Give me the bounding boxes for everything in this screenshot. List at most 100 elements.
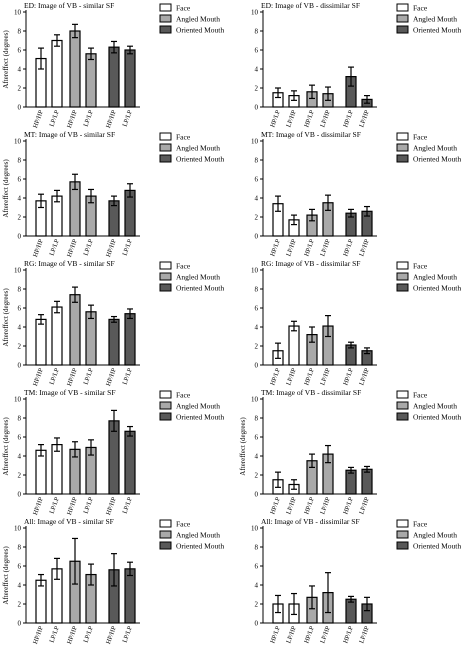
y-tick-label: 2 — [255, 472, 259, 480]
legend-label: Oriented Mouth — [176, 284, 224, 293]
x-tick-label: HP/LP — [269, 238, 282, 257]
legend-swatch — [396, 401, 409, 410]
legend-swatch — [396, 283, 409, 292]
x-tick-label: HP/HP — [66, 238, 79, 258]
y-tick-label: 6 — [18, 434, 22, 442]
x-tick-label: LP/HP — [285, 238, 298, 257]
y-axis-label: Aftereffect (degrees) — [239, 417, 247, 476]
chart-panel-8: TM: Image of VB - dissimilar SF Aftereffe… — [239, 388, 461, 515]
x-tick-label: HP/LP — [269, 109, 282, 128]
chart-title: MT: Image of VB - similar SF — [24, 130, 115, 139]
legend-swatch — [159, 541, 172, 550]
y-tick-label: 0 — [18, 104, 22, 112]
bar — [35, 318, 47, 366]
legend-swatch — [159, 132, 172, 141]
x-tick-label: HP/LP — [303, 367, 316, 386]
chart-title: TM: Image of VB - similar SF — [24, 388, 116, 397]
y-tick-label: 8 — [18, 157, 22, 165]
legend-label: Oriented Mouth — [176, 26, 224, 35]
y-tick-label: 0 — [255, 104, 259, 112]
x-tick-label: LP/HP — [358, 238, 371, 257]
legend-swatch — [396, 519, 409, 528]
chart-panel-1: ED: Image of VB - similar SF Aftereffect … — [2, 1, 224, 129]
chart-title: ED: Image of VB - dissimilar SF — [261, 1, 360, 10]
legend-swatch — [159, 143, 172, 152]
chart-panel-3: MT: Image of VB - similar SF Aftereffect … — [2, 130, 224, 258]
y-tick-label: 10 — [251, 138, 259, 146]
x-tick-label: HP/HP — [32, 496, 45, 516]
bar — [51, 306, 63, 366]
x-tick-label: HP/LP — [303, 625, 316, 644]
x-tick-label: HP/LP — [342, 496, 355, 515]
chart-title: All: Image of VB - similar SF — [24, 517, 114, 526]
legend-swatch — [159, 530, 172, 539]
legend-label: Face — [176, 391, 191, 400]
x-tick-label: HP/HP — [66, 109, 79, 129]
chart-panel-6: RG: Image of VB - dissimilar SF 0 2 4 6 8 10 HP… — [251, 259, 461, 386]
y-tick-label: 4 — [18, 195, 22, 203]
legend-label: Angled Mouth — [176, 15, 220, 24]
legend-swatch — [159, 283, 172, 292]
legend-swatch — [159, 401, 172, 410]
legend-label: Face — [413, 4, 428, 13]
x-tick-label: HP/HP — [66, 496, 79, 516]
y-tick-label: 8 — [18, 415, 22, 423]
x-tick-label: LP/HP — [319, 496, 332, 515]
legend-swatch — [159, 3, 172, 12]
y-tick-label: 2 — [18, 472, 22, 480]
x-tick-label: LP/HP — [319, 625, 332, 644]
y-tick-label: 6 — [18, 176, 22, 184]
legend-swatch — [159, 272, 172, 281]
legend-swatch — [396, 530, 409, 539]
bar — [51, 39, 63, 108]
y-tick-label: 4 — [18, 453, 22, 461]
y-tick-label: 6 — [255, 47, 259, 55]
y-axis-label: Aftereffect (degrees) — [2, 30, 10, 89]
chart-title: RG: Image of VB - dissimilar SF — [261, 259, 360, 268]
y-tick-label: 4 — [255, 66, 259, 74]
chart-panel-7: TM: Image of VB - similar SF Aftereffect … — [2, 388, 224, 516]
legend-swatch — [159, 390, 172, 399]
legend-swatch — [396, 261, 409, 270]
y-tick-label: 8 — [255, 157, 259, 165]
y-tick-label: 4 — [255, 582, 259, 590]
x-tick-label: HP/LP — [342, 109, 355, 128]
bar — [85, 311, 97, 366]
legend-label: Angled Mouth — [176, 402, 220, 411]
x-tick-label: HP/LP — [303, 496, 316, 515]
y-tick-label: 6 — [255, 176, 259, 184]
x-tick-label: HP/HP — [32, 367, 45, 387]
bar — [124, 430, 136, 495]
x-tick-label: LP/HP — [285, 367, 298, 386]
chart-title: ED: Image of VB - similar SF — [24, 1, 114, 10]
y-tick-label: 4 — [255, 324, 259, 332]
x-tick-label: HP/HP — [32, 109, 45, 129]
y-tick-label: 4 — [255, 195, 259, 203]
y-axis-label: Aftereffect (degrees) — [2, 546, 10, 605]
y-tick-label: 2 — [255, 85, 259, 93]
legend-swatch — [159, 261, 172, 270]
x-tick-label: HP/HP — [66, 625, 79, 645]
legend-label: Angled Mouth — [413, 402, 457, 411]
y-tick-label: 2 — [255, 601, 259, 609]
chart-title: TM: Image of VB - dissimilar SF — [261, 388, 361, 397]
legend-label: Oriented Mouth — [413, 284, 461, 293]
x-tick-label: LP/HP — [319, 238, 332, 257]
legend-label: Face — [413, 262, 428, 271]
legend-label: Angled Mouth — [176, 273, 220, 282]
x-tick-label: HP/HP — [105, 496, 118, 516]
bar — [124, 313, 136, 366]
y-tick-label: 6 — [18, 305, 22, 313]
y-tick-label: 6 — [18, 47, 22, 55]
x-tick-label: LP/HP — [319, 367, 332, 386]
x-tick-label: LP/HP — [358, 367, 371, 386]
legend-label: Face — [176, 262, 191, 271]
legend-label: Angled Mouth — [413, 144, 457, 153]
x-tick-label: LP/HP — [285, 625, 298, 644]
bar — [69, 30, 81, 108]
legend-label: Angled Mouth — [413, 273, 457, 282]
x-tick-label: HP/LP — [303, 109, 316, 128]
y-tick-label: 10 — [14, 267, 22, 275]
y-tick-label: 8 — [18, 544, 22, 552]
